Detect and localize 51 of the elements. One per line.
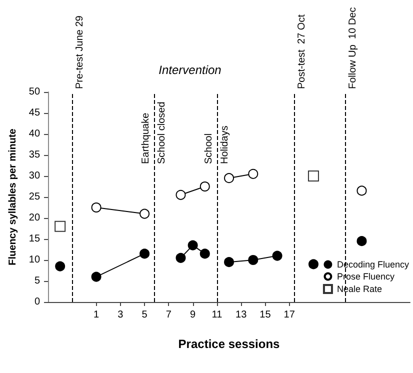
y-axis-title: Fluency syllables per minute xyxy=(8,128,18,266)
y-tick-label: 20 xyxy=(28,212,40,224)
x-tick-label: 9 xyxy=(190,310,196,320)
ref-line-label: Follow Up 10 Dec xyxy=(347,7,358,89)
legend-label: Prose Fluency xyxy=(336,272,395,282)
y-tick-label: 40 xyxy=(28,128,40,140)
point xyxy=(200,248,210,259)
ref-line-label: Pre-test June 29 xyxy=(74,15,86,89)
point xyxy=(248,168,258,179)
point xyxy=(91,202,102,212)
point xyxy=(91,272,102,282)
point xyxy=(308,170,319,182)
y-tick-label: 15 xyxy=(28,234,40,244)
point xyxy=(308,259,318,270)
point xyxy=(188,240,198,250)
x-tick-label: 11 xyxy=(212,310,223,320)
text: Intervention xyxy=(158,63,222,77)
x-tick-label: 17 xyxy=(284,310,296,320)
point xyxy=(140,208,150,219)
x-axis-title: Practice sessions xyxy=(178,337,280,351)
x-tick-label: 13 xyxy=(236,310,248,320)
y-tick-label: 5 xyxy=(34,276,40,286)
y-tick-label: 0 xyxy=(34,296,40,308)
y-tick-label: 10 xyxy=(28,254,40,266)
point xyxy=(272,250,282,261)
ref-line-label: Earthquake School closed xyxy=(140,102,168,164)
x-tick-label: 7 xyxy=(166,310,172,320)
x-tick-label: 5 xyxy=(142,310,148,320)
ref-line-label: School Holidays xyxy=(203,126,230,164)
point xyxy=(224,257,234,268)
x-tick-label: 3 xyxy=(118,310,124,320)
x-tick-label: 15 xyxy=(260,310,272,320)
point xyxy=(356,186,367,196)
point xyxy=(224,173,234,184)
ref-line-label: Post-test 27 Oct xyxy=(296,14,308,89)
point xyxy=(176,252,186,263)
point xyxy=(356,236,367,246)
y-tick-label: 35 xyxy=(28,150,40,160)
point xyxy=(140,248,150,259)
x-tick-label: 1 xyxy=(94,310,100,320)
point xyxy=(176,190,186,200)
y-tick-label: 25 xyxy=(28,192,40,202)
legend-label: Decoding Fluency xyxy=(336,260,410,270)
y-tick-label: 30 xyxy=(28,170,40,182)
point xyxy=(248,255,258,265)
legend-label: Neale Rate xyxy=(336,284,382,294)
point xyxy=(200,182,210,192)
y-tick-label: 45 xyxy=(28,108,40,118)
y-tick-label: 50 xyxy=(28,86,40,98)
point xyxy=(55,261,66,272)
point xyxy=(54,220,66,232)
